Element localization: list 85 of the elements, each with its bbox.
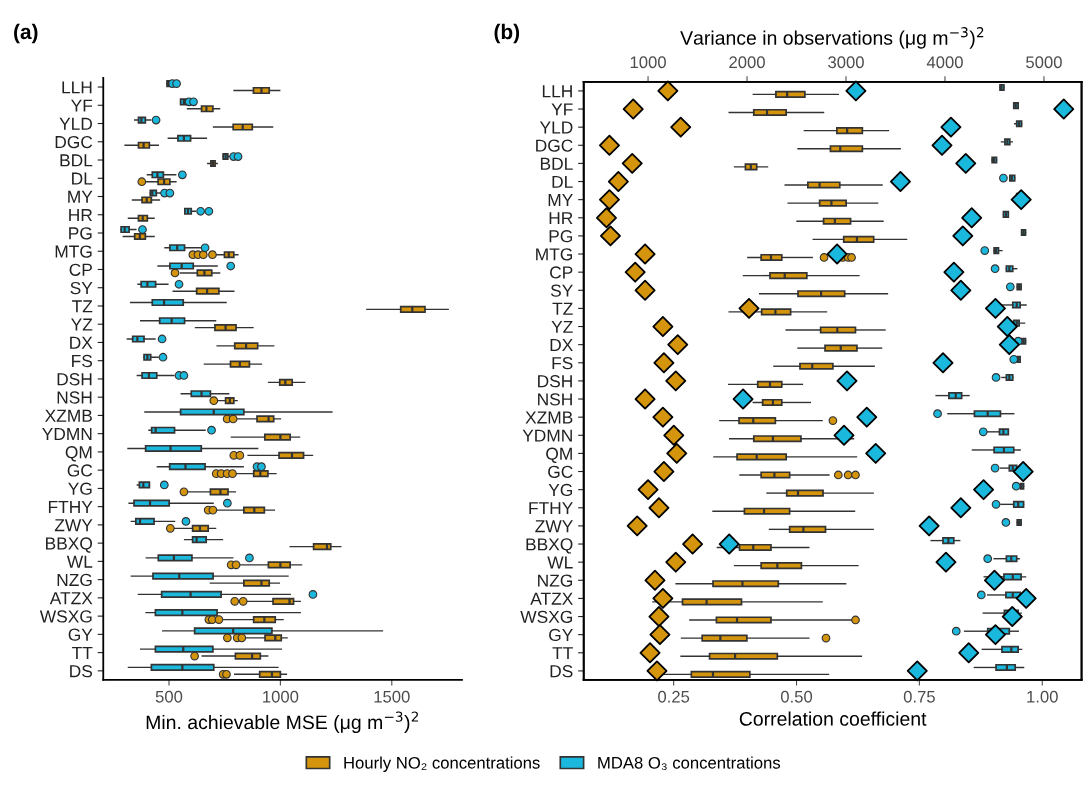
y-tick-label: MTG [536, 248, 573, 261]
y-tick-label: SY [550, 284, 573, 297]
y-tick-label: NSH [57, 391, 92, 404]
x-tick-label: 0.75 [903, 690, 935, 703]
y-tick-label: HR [549, 212, 573, 225]
y-tick-label: SY [70, 281, 93, 295]
x-axis-title: Min. achievable MSE (μg m$^{−3}$)$^{2}$ [146, 711, 419, 734]
x-tick-label: 1500 [374, 690, 410, 703]
y-tick-label: QM [546, 447, 572, 463]
y-tick-label: DL [72, 172, 93, 185]
y-tick-label: LLH [542, 85, 572, 98]
x2-tick-label: 5000 [1026, 56, 1062, 69]
y-tick-label: YZ [71, 318, 93, 331]
x-tick-label: 500 [155, 690, 183, 703]
y-tick-label: YZ [551, 320, 573, 333]
x2-tick-label: 4000 [926, 56, 963, 69]
y-tick-label: QM [65, 446, 92, 462]
y-tick-label: BDL [540, 157, 573, 170]
x-tick-label: 1.00 [1027, 690, 1058, 703]
y-tick-label: YG [68, 482, 92, 495]
y-tick-label: CP [550, 266, 573, 279]
y-tick-label: WL [66, 555, 93, 568]
y-tick-label: PG [549, 230, 573, 243]
x-tick-label: 0.50 [780, 690, 813, 703]
y-tick-label: MTG [55, 245, 92, 258]
y-tick-label: DGC [55, 135, 93, 149]
y-tick-label: GY [68, 628, 93, 641]
y-tick-label: GC [548, 465, 573, 478]
y-tick-label: YLD [539, 121, 573, 134]
y-tick-label: YDMN [522, 429, 572, 442]
y-tick-label: ZWY [54, 519, 93, 532]
legend-label: MDA8 O₃ concentrations [598, 756, 781, 771]
y-tick-label: BBXQ [526, 538, 573, 554]
y-tick-label: ATZX [49, 592, 93, 605]
y-tick-label: BBXQ [46, 537, 93, 553]
y-tick-label: ATZX [530, 592, 573, 605]
x2-tick-label: 1000 [630, 56, 666, 69]
y-tick-label: FS [72, 354, 93, 368]
y-tick-label: NZG [538, 574, 573, 587]
chart-title: (a) [14, 23, 38, 44]
y-tick-label: DGC [536, 139, 573, 152]
y-tick-label: MY [548, 194, 573, 206]
y-tick-label: ZWY [535, 520, 573, 533]
y-tick-label: WSXG [520, 610, 572, 623]
y-tick-label: DSH [57, 373, 92, 386]
x-tick-label: 0.25 [658, 690, 690, 703]
x-tick-label: 1000 [263, 690, 299, 703]
y-tick-label: DX [70, 336, 93, 349]
y-tick-label: PG [69, 227, 92, 240]
y-tick-label: TZ [72, 300, 93, 313]
y-tick-label: NZG [57, 573, 92, 587]
y-tick-label: LLH [62, 81, 92, 94]
y-tick-label: MY [68, 190, 93, 203]
y-tick-label: DL [552, 175, 573, 188]
y-tick-label: XZMB [45, 409, 92, 422]
y-tick-label: DSH [538, 375, 572, 388]
y-tick-label: DS [550, 665, 573, 678]
y-tick-label: YLD [59, 117, 93, 130]
y-tick-label: FTHY [529, 502, 573, 515]
y-tick-label: YF [551, 103, 573, 116]
x-axis-title: Correlation coefficient [739, 711, 927, 726]
y-tick-label: WL [547, 556, 573, 569]
y-tick-label: TT [552, 647, 573, 660]
x2-tick-label: 3000 [828, 56, 864, 69]
y-tick-label: CP [69, 263, 92, 276]
y-tick-label: FTHY [48, 501, 93, 513]
y-tick-label: DS [70, 665, 93, 678]
y-tick-label: GY [549, 628, 573, 642]
y-tick-label: NSH [538, 393, 572, 406]
y-tick-label: TT [72, 646, 93, 659]
x2-axis-title: Variance in observations (μg m$^{−3}$)$^{2}$ [680, 27, 984, 49]
y-tick-label: XZMB [525, 411, 573, 424]
y-tick-label: WSXG [39, 610, 92, 623]
chart-title: (b) [494, 23, 520, 44]
x2-tick-label: 2000 [729, 56, 765, 69]
y-tick-label: FS [552, 356, 573, 370]
y-tick-label: YF [71, 99, 93, 112]
y-tick-label: GC [67, 464, 93, 477]
y-tick-label: DX [550, 339, 573, 351]
legend-label: Hourly NO₂ concentrations [344, 756, 540, 772]
y-tick-label: HR [69, 209, 93, 222]
y-tick-label: YDMN [42, 428, 92, 440]
y-tick-label: BDL [60, 154, 93, 167]
y-tick-label: TZ [552, 302, 573, 315]
y-tick-label: YG [548, 483, 573, 497]
